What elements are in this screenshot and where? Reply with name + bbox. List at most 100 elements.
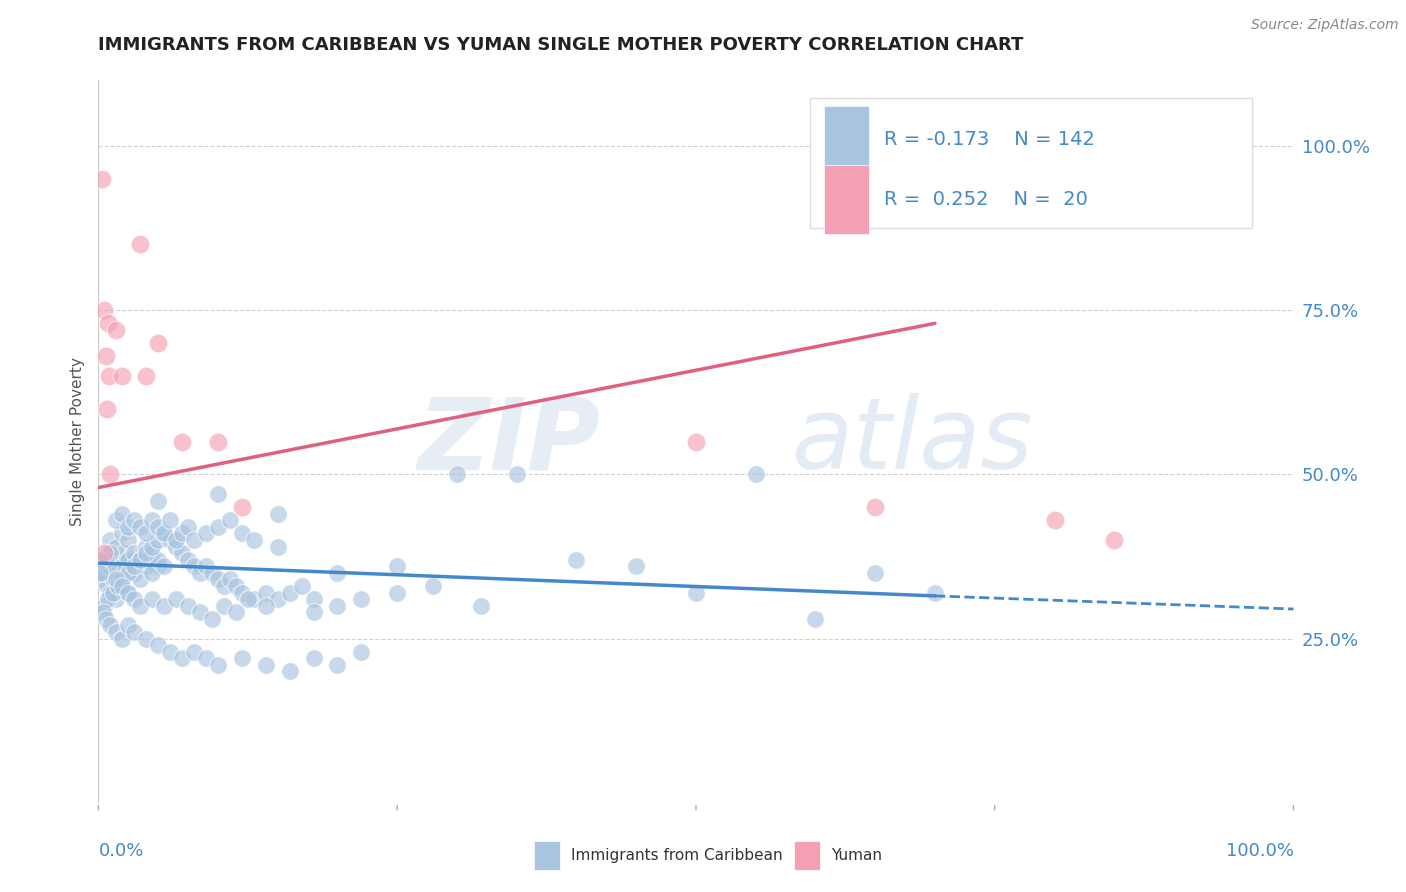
Point [153, 599, 176, 613]
Point [129, 573, 152, 587]
Point [207, 573, 229, 587]
Point [153, 526, 176, 541]
Point [291, 579, 314, 593]
Point [97, 546, 120, 560]
Point [108, 553, 131, 567]
Point [745, 467, 768, 482]
Point [129, 520, 152, 534]
Point [101, 585, 124, 599]
Point [165, 540, 187, 554]
Point [141, 540, 163, 554]
Point [135, 526, 157, 541]
Point [207, 657, 229, 672]
Point [1043, 513, 1066, 527]
Point [117, 618, 139, 632]
Point [1104, 533, 1126, 547]
Point [96, 579, 118, 593]
Text: IMMIGRANTS FROM CARIBBEAN VS YUMAN SINGLE MOTHER POVERTY CORRELATION CHART: IMMIGRANTS FROM CARIBBEAN VS YUMAN SINGL… [98, 36, 1024, 54]
Text: 0.0%: 0.0% [98, 842, 143, 860]
Point [129, 237, 152, 252]
Point [94, 349, 117, 363]
Point [96, 401, 118, 416]
Point [422, 579, 444, 593]
Point [105, 566, 128, 580]
Point [124, 559, 146, 574]
Point [207, 520, 229, 534]
Point [141, 592, 163, 607]
Point [93, 599, 115, 613]
Point [117, 520, 139, 534]
Point [94, 553, 117, 567]
Point [148, 533, 170, 547]
Point [93, 566, 115, 580]
Point [117, 566, 139, 580]
Point [177, 520, 200, 534]
Point [177, 553, 200, 567]
Point [91, 171, 114, 186]
Text: 100.0%: 100.0% [1226, 842, 1294, 860]
Point [254, 657, 277, 672]
Point [105, 573, 128, 587]
Point [124, 592, 146, 607]
Point [225, 579, 247, 593]
Point [385, 559, 409, 574]
Point [105, 323, 128, 337]
Point [98, 368, 121, 383]
Point [124, 513, 146, 527]
Point [385, 585, 409, 599]
Point [141, 566, 163, 580]
Point [117, 553, 139, 567]
Point [97, 559, 120, 574]
Point [135, 559, 157, 574]
Point [148, 336, 170, 351]
Point [243, 592, 266, 607]
Point [91, 566, 114, 580]
Point [326, 566, 349, 580]
Point [135, 368, 157, 383]
Point [172, 526, 194, 541]
Point [105, 625, 128, 640]
Point [148, 638, 170, 652]
Point [148, 553, 170, 567]
Point [212, 599, 235, 613]
Point [91, 605, 114, 619]
Point [111, 559, 134, 574]
Point [326, 657, 349, 672]
Point [93, 546, 115, 560]
Point [148, 559, 170, 574]
Point [231, 585, 253, 599]
Point [165, 592, 187, 607]
Text: R =  0.252    N =  20: R = 0.252 N = 20 [883, 190, 1087, 210]
Point [97, 316, 120, 330]
Point [117, 585, 139, 599]
Point [111, 368, 134, 383]
Point [231, 526, 253, 541]
Point [94, 612, 117, 626]
Point [105, 592, 128, 607]
Point [201, 566, 224, 580]
Point [101, 573, 124, 587]
Point [105, 540, 128, 554]
Point [153, 526, 176, 541]
Point [326, 599, 349, 613]
Point [865, 566, 887, 580]
Point [685, 434, 707, 449]
Point [111, 579, 134, 593]
Point [91, 573, 114, 587]
Point [89, 553, 111, 567]
Point [97, 592, 120, 607]
Text: Immigrants from Caribbean: Immigrants from Caribbean [571, 848, 783, 863]
Point [148, 520, 170, 534]
Point [188, 566, 211, 580]
Point [231, 500, 253, 515]
Point [111, 526, 134, 541]
Point [212, 579, 235, 593]
Point [98, 559, 122, 574]
Point [865, 500, 887, 515]
Point [565, 553, 588, 567]
Text: ZIP: ZIP [418, 393, 600, 490]
Point [105, 513, 128, 527]
Point [804, 612, 827, 626]
Point [98, 618, 122, 632]
Point [302, 651, 325, 665]
